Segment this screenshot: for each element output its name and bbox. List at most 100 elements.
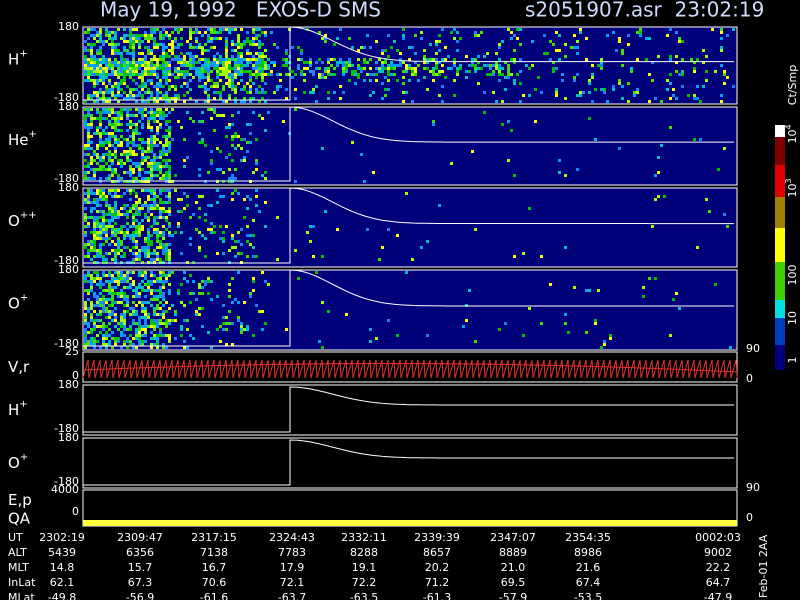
spectrogram-cell [177, 289, 180, 292]
spectrogram-cell [240, 322, 243, 325]
spectrogram-cell [216, 201, 219, 204]
spectrogram-cell [264, 82, 267, 85]
spectrogram-cell [129, 283, 132, 286]
spectrogram-cell [138, 37, 141, 40]
spectrogram-cell [435, 58, 438, 61]
colorbar-segment [775, 345, 785, 370]
spectrogram-cell [168, 79, 171, 82]
spectrogram-cell [303, 73, 306, 76]
spectrogram-cell [96, 129, 99, 132]
spectrogram-cell [261, 70, 264, 73]
spectrogram-cell [168, 126, 171, 129]
spectrogram-cell [93, 79, 96, 82]
spectrogram-cell [681, 58, 684, 61]
spectrogram-cell [489, 67, 492, 70]
spectrogram-cell [165, 129, 168, 132]
spectrogram-cell [141, 343, 144, 346]
spectrogram-cell [591, 76, 594, 79]
spectrogram-cell [699, 100, 702, 103]
spectrogram-cell [90, 201, 93, 204]
spectrogram-cell [423, 58, 426, 61]
spectrogram-cell [90, 189, 93, 192]
spectrogram-cell [117, 114, 120, 117]
spectrogram-cell [348, 58, 351, 61]
spectrogram-cell [93, 328, 96, 331]
row-value: 21.6 [576, 561, 601, 574]
spectrogram-cell [90, 162, 93, 165]
spectrogram-cell [153, 55, 156, 58]
spectrogram-cell [96, 304, 99, 307]
spectrogram-cell [195, 298, 198, 301]
spectrogram-cell [126, 117, 129, 120]
spectrogram-cell [126, 271, 129, 274]
spectrogram-cell [135, 126, 138, 129]
spectrogram-cell [135, 108, 138, 111]
spectrogram-cell [555, 91, 558, 94]
spectrogram-cell [330, 64, 333, 67]
spectrogram-cell [219, 28, 222, 31]
spectrogram-cell [702, 85, 705, 88]
spectrogram-cell [108, 100, 111, 103]
spectrogram-cell [186, 40, 189, 43]
spectrogram-cell [114, 34, 117, 37]
spectrogram-cell [672, 88, 675, 91]
spectrogram-cell [159, 58, 162, 61]
spectrogram-cell [207, 280, 210, 283]
spectrogram-cell [114, 271, 117, 274]
spectrogram-cell [105, 252, 108, 255]
spectrogram-cell [150, 243, 153, 246]
spectrogram-cell [108, 91, 111, 94]
spectrogram-cell [153, 40, 156, 43]
spectrogram-cell [156, 168, 159, 171]
colorbar-title: Ct/Smp [786, 65, 799, 105]
spectrogram-cell [303, 91, 306, 94]
spectrogram-cell [153, 189, 156, 192]
spectrogram-cell [174, 97, 177, 100]
spectrogram-cell [237, 43, 240, 46]
spectrogram-cell [297, 46, 300, 49]
spectrogram-cell [507, 70, 510, 73]
spectrogram-cell [147, 111, 150, 114]
panel-label: V,r [8, 358, 30, 376]
spectrogram-cell [204, 43, 207, 46]
spectrogram-cell [324, 67, 327, 70]
spectrogram-cell [261, 64, 264, 67]
spectrogram-cell [189, 37, 192, 40]
spectrogram-cell [102, 165, 105, 168]
spectrogram-cell [720, 49, 723, 52]
spectrogram-cell [336, 61, 339, 64]
spectrogram-cell [111, 40, 114, 43]
spectrogram-cell [387, 34, 390, 37]
spectrogram-cell [141, 340, 144, 343]
spectrogram-cell [135, 207, 138, 210]
spectrogram-cell [378, 70, 381, 73]
spectrogram-cell [114, 343, 117, 346]
spectrogram-cell [252, 73, 255, 76]
spectrogram-cell [180, 301, 183, 304]
spectrogram-cell [486, 64, 489, 67]
spectrogram-cell [363, 180, 366, 183]
spectrogram-cell [123, 138, 126, 141]
spectrogram-cell [198, 70, 201, 73]
spectrogram-cell [231, 138, 234, 141]
spectrogram-cell [180, 37, 183, 40]
spectrogram-cell [177, 58, 180, 61]
spectrogram-cell [93, 237, 96, 240]
spectrogram-cell [162, 283, 165, 286]
spectrogram-cell [132, 73, 135, 76]
spectrogram-cell [105, 76, 108, 79]
spectrogram-cell [111, 108, 114, 111]
spectrogram-cell [84, 73, 87, 76]
spectrogram-cell [168, 67, 171, 70]
spectrogram-cell [159, 91, 162, 94]
spectrogram-cell [711, 28, 714, 31]
spectrogram-cell [153, 204, 156, 207]
spectrogram-cell [312, 225, 315, 228]
spectrogram-cell [321, 61, 324, 64]
spectrogram-cell [441, 70, 444, 73]
spectrogram-cell [222, 322, 225, 325]
spectrogram-cell [141, 304, 144, 307]
spectrogram-cell [135, 40, 138, 43]
spectrogram-cell [510, 58, 513, 61]
spectrogram-cell [261, 174, 264, 177]
